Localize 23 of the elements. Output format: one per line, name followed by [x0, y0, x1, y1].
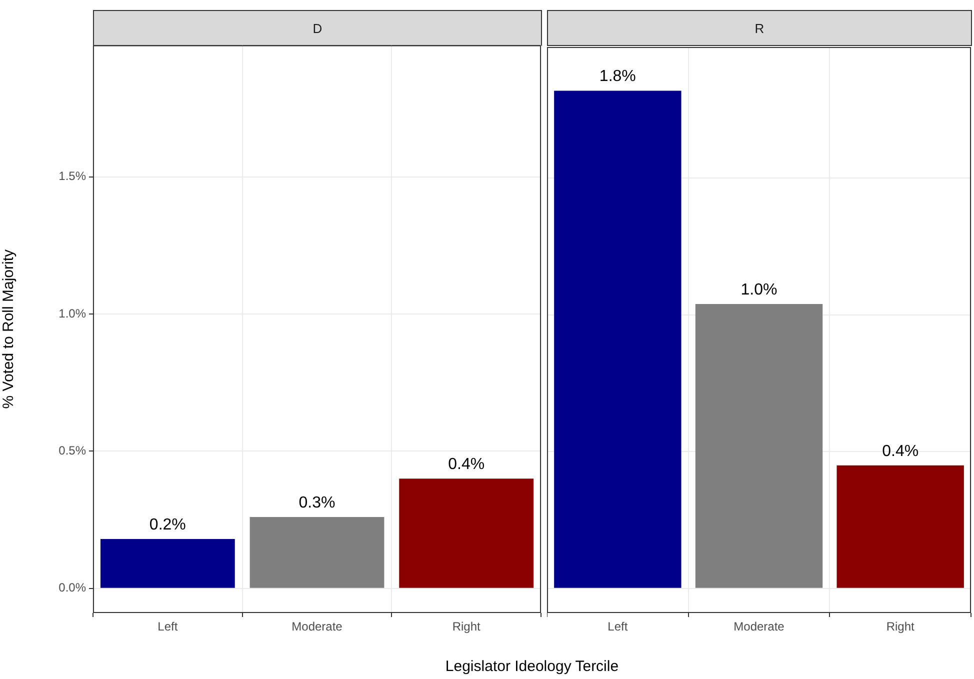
data-label: 0.2% — [149, 516, 186, 534]
data-label: 1.8% — [599, 68, 636, 86]
y-tick-label: 1.5% — [58, 169, 86, 184]
chart-title: R — [547, 10, 972, 46]
x-tick-label: Left — [608, 620, 628, 634]
y-tick-label: 1.0% — [58, 306, 86, 320]
x-axis-title: Legislator Ideology Tercile — [444, 658, 620, 675]
data-label: 1.0% — [740, 281, 778, 298]
y-tick-label: 0.0% — [58, 580, 86, 595]
bar — [250, 516, 384, 588]
bar — [100, 538, 235, 588]
x-tick-label: Right — [886, 620, 916, 634]
data-label: 0.4% — [448, 456, 485, 473]
data-label: 0.4% — [882, 442, 919, 460]
bar — [399, 478, 534, 588]
y-tick-label: 0.5% — [58, 443, 86, 458]
x-tick-label: Right — [452, 620, 482, 634]
chart-title: D — [93, 10, 542, 46]
x-tick-label: Left — [158, 620, 178, 634]
data-label: 0.3% — [298, 494, 336, 512]
x-tick-label: Moderate — [734, 620, 785, 634]
y-axis-title: % Voted to Roll Majority — [0, 248, 18, 409]
x-tick-label: Moderate — [292, 620, 343, 634]
